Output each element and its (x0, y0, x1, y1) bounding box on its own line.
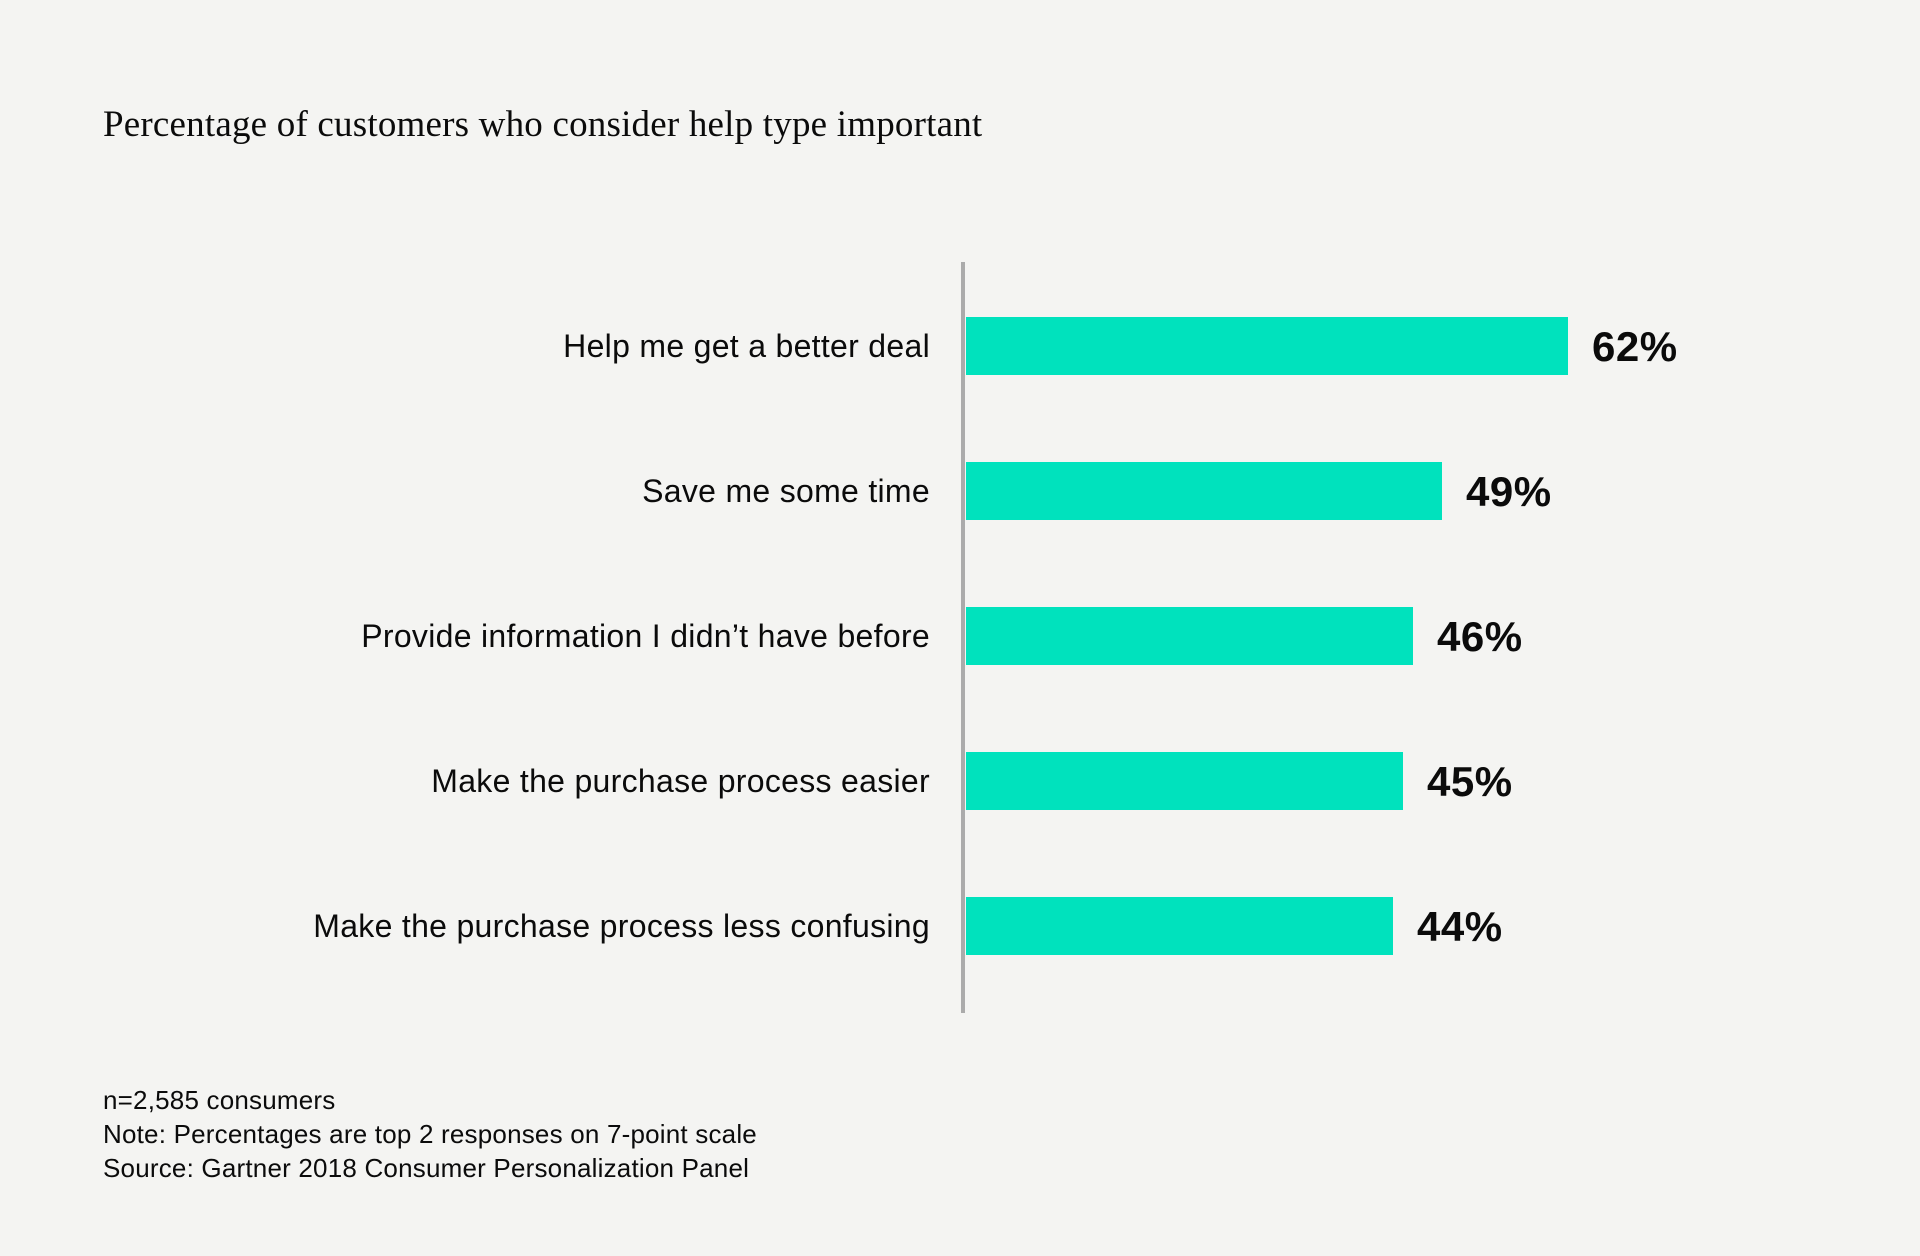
footnotes: n=2,585 consumers Note: Percentages are … (103, 1083, 757, 1185)
category-label: Make the purchase process easier (431, 763, 930, 799)
bar-row: Save me some time 49% (0, 419, 1920, 564)
bar (966, 897, 1393, 955)
bar-row: Make the purchase process easier 45% (0, 709, 1920, 854)
bar (966, 607, 1413, 665)
value-label: 62% (1592, 322, 1678, 370)
value-label: 45% (1427, 757, 1513, 805)
bar-row: Help me get a better deal 62% (0, 274, 1920, 419)
category-label: Save me some time (642, 473, 930, 509)
sample-size-note: n=2,585 consumers (103, 1085, 336, 1115)
source-note: Source: Gartner 2018 Consumer Personaliz… (103, 1153, 750, 1183)
value-label: 44% (1417, 902, 1503, 950)
category-label: Provide information I didn’t have before (361, 618, 930, 654)
value-label: 49% (1466, 467, 1552, 515)
category-label: Make the purchase process less confusing (313, 908, 930, 944)
value-label: 46% (1437, 612, 1523, 660)
category-label: Help me get a better deal (563, 328, 930, 364)
bar (966, 752, 1403, 810)
chart-title: Percentage of customers who consider hel… (103, 104, 983, 145)
bar (966, 317, 1568, 375)
bar-rows: Help me get a better deal 62% Save me some… (0, 274, 1920, 999)
bar-chart: Help me get a better deal 62% Save me some… (0, 262, 1920, 1013)
y-axis-line (961, 262, 965, 1013)
methodology-note: Note: Percentages are top 2 responses on… (103, 1119, 757, 1149)
bar-row: Provide information I didn’t have before… (0, 564, 1920, 709)
bar (966, 462, 1442, 520)
bar-row: Make the purchase process less confusing… (0, 854, 1920, 999)
